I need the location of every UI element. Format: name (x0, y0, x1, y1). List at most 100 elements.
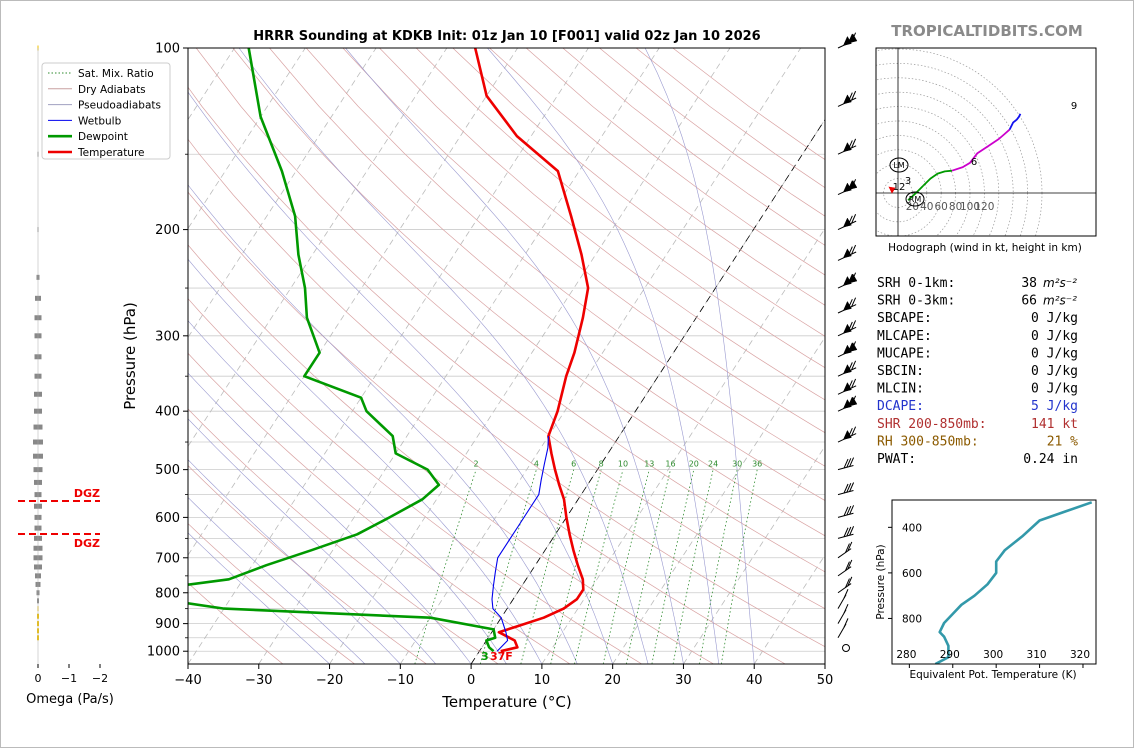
param-value: 0 J/kg (1031, 364, 1078, 379)
hodograph-ring-label: 80 (949, 201, 962, 213)
barb-feather (846, 526, 852, 537)
mixing-ratio-line (602, 469, 650, 664)
mixing-ratio-line (520, 469, 575, 664)
legend-label: Sat. Mix. Ratio (78, 68, 154, 80)
barb-staff (837, 533, 854, 539)
barb-feather (851, 378, 857, 389)
storm-motion-arrow (888, 186, 896, 194)
storm-motion-marker (889, 157, 909, 173)
wind-barb (837, 90, 857, 107)
barb-staff (837, 489, 854, 496)
skewt-background-lines (188, 48, 825, 664)
skewt-traces (188, 48, 590, 653)
barb-feather (851, 297, 857, 307)
dry-adiabat (188, 582, 284, 664)
wind-barb (837, 378, 857, 395)
theta-e-x-label: Equivalent Pot. Temperature (K) (909, 669, 1076, 681)
storm-motion-label: RM (909, 195, 922, 204)
barb-feather (846, 458, 852, 468)
x-tick-label: −20 (316, 673, 343, 688)
barb-feather (843, 483, 849, 494)
legend-label: Pseudoadiabats (78, 100, 161, 112)
param-value: 21 % (1047, 434, 1078, 449)
barb-feather (847, 576, 853, 587)
dry-adiabat (305, 48, 825, 467)
mixing-ratio-line (651, 469, 695, 664)
sounding-parameters: SRH 0-1km: 38 m²s⁻² SRH 0-3km: 66 m²s⁻² SBCAPE… (877, 276, 1078, 467)
wind-barb (837, 360, 857, 377)
pseudoadiabat (238, 48, 649, 664)
barb-feather (851, 138, 857, 149)
hodograph-caption: Hodograph (wind in kt, height in km) (888, 242, 1082, 254)
param-unit: m²s⁻² (1043, 294, 1077, 308)
skewt-y-ticks: 100 200 300 400 500 600 700 800 900 1000 (147, 42, 188, 660)
barb-staff (837, 548, 852, 559)
wind-barb (837, 457, 855, 471)
barb-feather (843, 527, 849, 537)
hodograph-height-label: 12 (893, 182, 906, 193)
barb-feather (843, 604, 849, 614)
skewt-frame (187, 47, 826, 665)
barb-feather (847, 362, 853, 372)
wind-barb (837, 214, 857, 231)
hodograph-height-label: 3 (905, 176, 911, 187)
mixing-ratio-line (721, 469, 758, 664)
dry-adiabat (415, 48, 825, 369)
dry-adiabat (188, 138, 825, 648)
theta-e-x-tick-label: 320 (1070, 649, 1090, 661)
dry-adiabat (188, 352, 571, 664)
barb-feather (843, 618, 849, 628)
calm-wind-circle (842, 644, 850, 652)
x-tick-label: 0 (467, 673, 475, 688)
isotherm-line (612, 336, 825, 664)
mixing-ratio-label: 13 (644, 460, 654, 469)
omega-panel: DGZ DGZ 0 −1 −2 Omega (Pa/s) (18, 45, 114, 707)
param-label: SHR 200-850mb: (877, 417, 987, 432)
dry-adiabat (188, 465, 427, 664)
surface-temperature-label: 37F (490, 650, 513, 663)
dry-adiabat (188, 191, 786, 664)
wind-barb (837, 576, 853, 594)
dry-adiabat (188, 523, 355, 664)
dry-adiabat (342, 48, 825, 434)
param-label: MLCIN: (877, 382, 924, 397)
skewt-x-label: Temperature (°C) (441, 693, 571, 711)
barb-staff (837, 583, 852, 594)
barb-feather (851, 360, 857, 371)
legend-label: Temperature (77, 147, 145, 159)
mixing-ratio-label: 20 (689, 460, 699, 469)
x-tick-label: 30 (675, 673, 692, 688)
pseudoadiabat (188, 184, 578, 664)
x-tick-label: −40 (174, 673, 201, 688)
storm-motion-label: LM (893, 161, 904, 170)
barb-feather (847, 428, 853, 438)
surface-dewpoint-label: 3 (481, 650, 489, 663)
hodograph-ring-label: 60 (935, 201, 948, 213)
param-value: 0 J/kg (1031, 346, 1078, 361)
y-tick-label: 600 (155, 511, 180, 526)
theta-e-trace (934, 501, 1093, 664)
storm-motion-marker (905, 191, 925, 207)
theta-e-y-tick-label: 400 (902, 522, 922, 534)
barb-feather (846, 505, 852, 516)
x-tick-label: −10 (387, 673, 414, 688)
hodograph-ring-label: 40 (920, 201, 933, 213)
barb-feather (847, 380, 853, 390)
param-label: PWAT: (877, 452, 916, 467)
barb-feather (849, 457, 855, 467)
isotherm-line (399, 48, 802, 664)
pseudoadiabat (188, 496, 366, 664)
skewt-x-ticks: −40 −30 −20 −10 0 10 20 30 40 50 (174, 664, 833, 688)
mixing-ratio-line (550, 469, 602, 664)
barb-feather (851, 320, 857, 330)
theta-e-x-tick-label: 310 (1027, 649, 1047, 661)
isotherm-line (188, 48, 377, 339)
barb-feather (847, 246, 853, 256)
wind-barb (837, 138, 857, 155)
theta-e-y-tick-label: 800 (902, 613, 922, 625)
wind-barb (837, 505, 855, 518)
wind-barbs (837, 32, 858, 652)
mixing-ratio-label: 36 (752, 460, 762, 469)
barb-feather (845, 543, 850, 553)
mixing-ratio-label: 30 (732, 460, 742, 469)
